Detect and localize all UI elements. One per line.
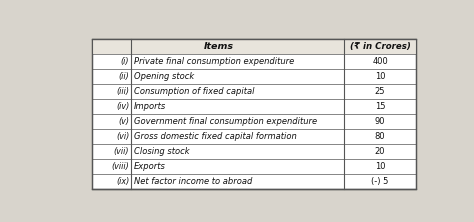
Text: Items: Items [203, 42, 233, 51]
Text: (-) 5: (-) 5 [371, 177, 389, 186]
Text: 15: 15 [375, 102, 385, 111]
Text: Exports: Exports [134, 162, 166, 171]
Text: Government final consumption expenditure: Government final consumption expenditure [134, 117, 317, 126]
Text: 400: 400 [372, 57, 388, 66]
Text: (viii): (viii) [111, 162, 129, 171]
Text: (ii): (ii) [118, 72, 129, 81]
Text: (v): (v) [118, 117, 129, 126]
Text: 80: 80 [375, 132, 385, 141]
Text: (₹ in Crores): (₹ in Crores) [350, 42, 410, 51]
Text: (vii): (vii) [114, 147, 129, 156]
Text: 10: 10 [375, 162, 385, 171]
Text: Net factor income to abroad: Net factor income to abroad [134, 177, 253, 186]
Text: (iv): (iv) [116, 102, 129, 111]
Text: 20: 20 [375, 147, 385, 156]
Text: Opening stock: Opening stock [134, 72, 194, 81]
Bar [92, 39, 416, 54]
Text: (vi): (vi) [116, 132, 129, 141]
Text: Imports: Imports [134, 102, 166, 111]
Text: Private final consumption expenditure: Private final consumption expenditure [134, 57, 294, 66]
Text: Gross domestic fixed capital formation: Gross domestic fixed capital formation [134, 132, 297, 141]
Text: 25: 25 [375, 87, 385, 96]
Text: (ix): (ix) [116, 177, 129, 186]
Text: Consumption of fixed capital: Consumption of fixed capital [134, 87, 255, 96]
Text: (i): (i) [121, 57, 129, 66]
Text: Closing stock: Closing stock [134, 147, 190, 156]
Text: (iii): (iii) [116, 87, 129, 96]
Text: 10: 10 [375, 72, 385, 81]
Text: 90: 90 [375, 117, 385, 126]
